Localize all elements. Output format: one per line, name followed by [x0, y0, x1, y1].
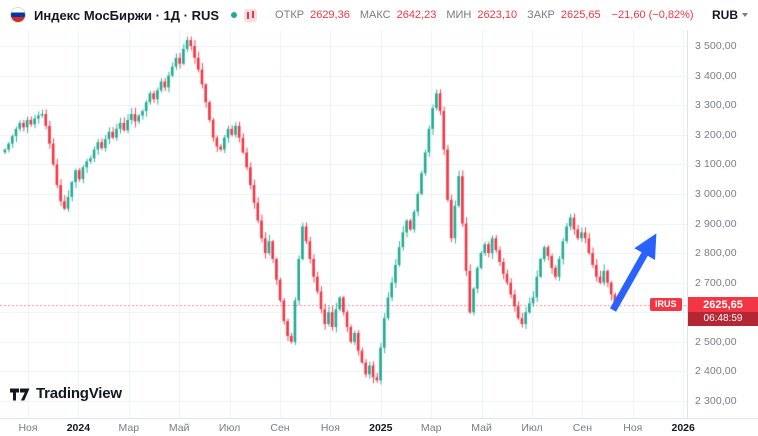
high-value: 2642,23 — [396, 9, 437, 21]
price-axis-label: 3 100,00 — [695, 158, 737, 171]
time-axis-label: Май — [471, 422, 492, 434]
time-axis-label: Сен — [572, 422, 593, 434]
time-axis-label: 2024 — [66, 422, 91, 434]
bar-countdown-badge: 06:48:59 — [688, 311, 758, 326]
time-axis-label: Мар — [420, 422, 442, 434]
tradingview-logo-icon — [10, 388, 30, 400]
symbol-title[interactable]: Индекс МосБиржи · 1Д · RUS — [34, 7, 220, 23]
low-value: 2623,10 — [477, 9, 518, 21]
price-axis[interactable]: 2 300,002 400,002 500,002 600,002 700,00… — [687, 30, 758, 418]
tradingview-watermark[interactable]: TradingView — [10, 385, 122, 402]
candlestick-icon[interactable] — [244, 8, 258, 22]
symbol-price-tag: IRUS — [650, 297, 682, 311]
price-axis-label: 3 200,00 — [695, 128, 737, 141]
currency-selector[interactable]: RUB — [712, 8, 748, 22]
time-axis-label: Ноя — [18, 422, 38, 434]
price-axis-label: 3 400,00 — [695, 69, 737, 82]
time-axis-label: Июл — [218, 422, 241, 434]
close-label: ЗАКР — [527, 9, 555, 21]
low-label: МИН — [446, 9, 472, 21]
time-axis-label: 2026 — [671, 422, 695, 434]
time-axis-label: Май — [168, 422, 190, 434]
time-axis-label: 2025 — [369, 422, 393, 434]
chevron-down-icon — [742, 13, 748, 17]
close-value: 2625,65 — [560, 9, 601, 21]
price-axis-label: 3 500,00 — [695, 40, 737, 52]
last-price-badge: 2625,65 — [688, 296, 758, 313]
chart-header: Индекс МосБиржи · 1Д · RUS ОТКР 2629,36 … — [0, 0, 758, 30]
currency-label: RUB — [712, 8, 738, 22]
price-axis-label: 2 800,00 — [695, 247, 737, 260]
price-change: −21,60 (−0,82%) — [611, 9, 694, 21]
price-axis-label: 2 900,00 — [695, 217, 737, 230]
trend-arrow-annotation[interactable] — [598, 222, 673, 322]
time-axis-label: Сен — [270, 422, 290, 434]
time-axis-label: Июл — [521, 422, 543, 434]
price-axis-label: 2 700,00 — [695, 276, 737, 289]
price-axis-label: 3 300,00 — [695, 99, 737, 112]
candlestick-chart-canvas[interactable] — [0, 30, 687, 418]
open-label: ОТКР — [275, 9, 305, 21]
time-axis-label: Мар — [118, 422, 140, 434]
time-axis-label: Ноя — [320, 422, 340, 434]
tradingview-watermark-text: TradingView — [36, 385, 122, 402]
russia-flag-icon — [10, 7, 26, 23]
price-axis-label: 2 500,00 — [695, 335, 737, 348]
time-axis-label: Ноя — [623, 422, 643, 434]
time-axis[interactable]: Ноя 2024 Мар Май Июл Сен Ноя 2025 Мар Май Июл Сен Но… — [0, 418, 758, 436]
market-status-icon — [231, 12, 238, 18]
price-axis-label: 2 300,00 — [695, 395, 737, 407]
high-label: МАКС — [359, 9, 391, 21]
price-axis-label: 2 400,00 — [695, 365, 737, 378]
price-axis-label: 3 000,00 — [695, 187, 737, 200]
open-value: 2629,36 — [310, 9, 350, 21]
